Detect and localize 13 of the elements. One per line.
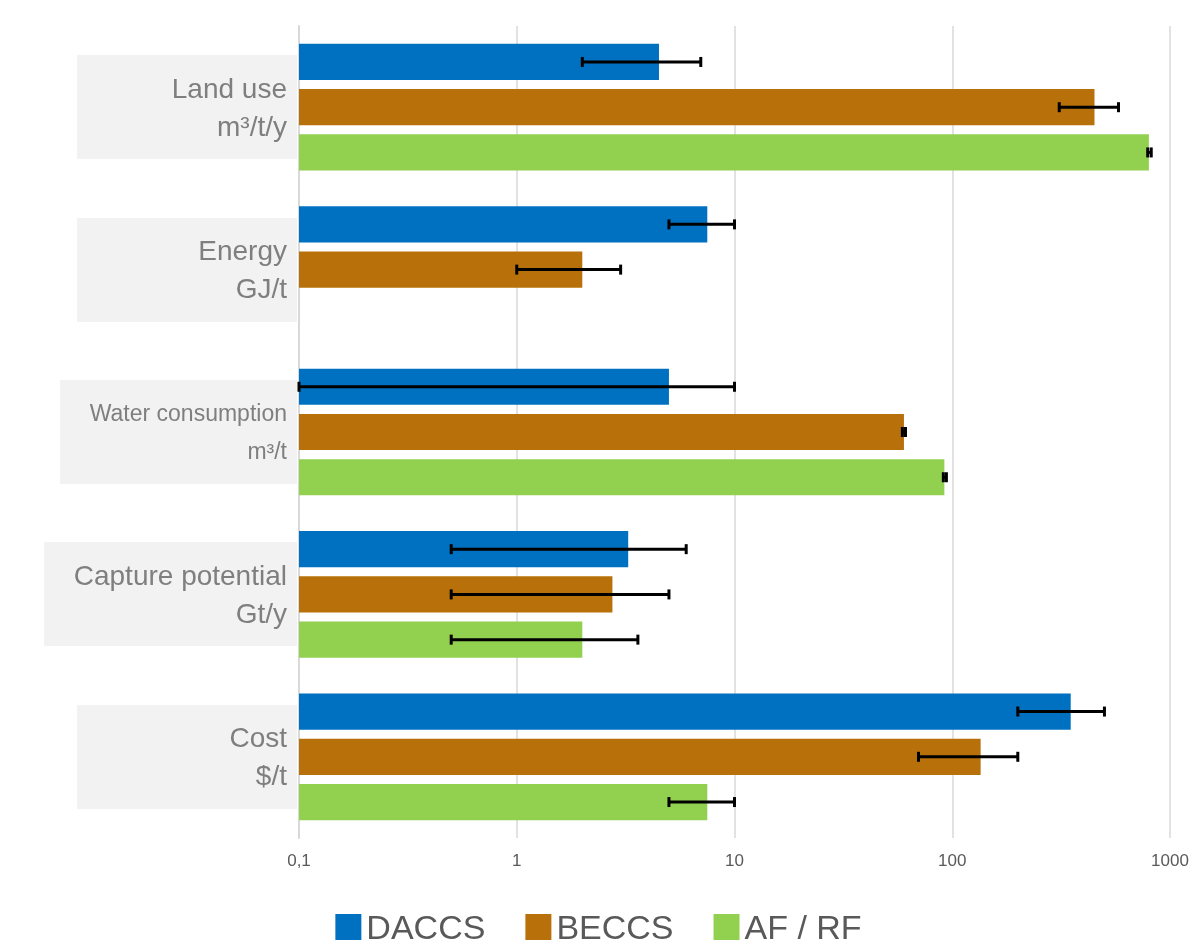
legend-label: DACCS xyxy=(366,908,486,946)
y-tick-label: Cost $/t xyxy=(229,722,288,792)
x-tick-label: 10 xyxy=(725,851,744,870)
y-tick-label: Land use m³/t/y xyxy=(171,72,287,142)
x-tick-label: 100 xyxy=(938,851,967,870)
x-tick-label: 1 xyxy=(512,851,522,870)
x-tick-label: 1000 xyxy=(1151,851,1189,870)
legend-label: AF / RF xyxy=(744,908,862,946)
y-tick-label: Water consumption m³/t xyxy=(89,400,288,464)
y-tick-label: Energy GJ/t xyxy=(198,235,288,305)
y-tick-label: Capture potential Gt/y xyxy=(73,559,287,629)
x-tick-label: 0,1 xyxy=(287,851,311,870)
legend-label: BECCS xyxy=(556,908,674,946)
